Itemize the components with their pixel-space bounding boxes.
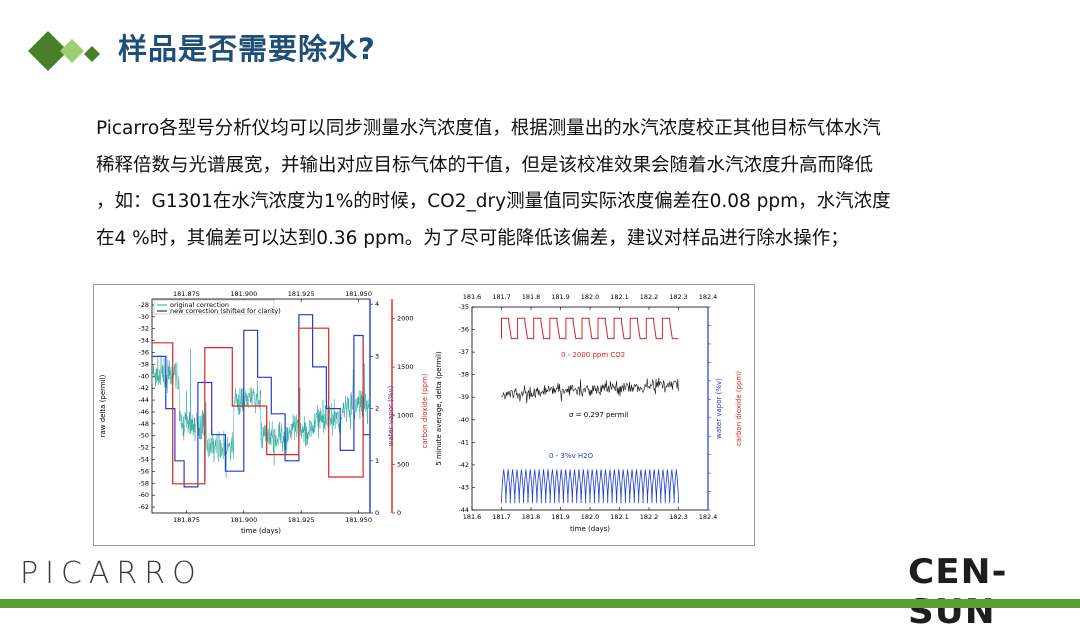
chart2-top-tick-label: 181.9	[551, 293, 570, 301]
figure-svg: -28 -30 -32 -34 -36 -38 -40 -42 -44 -46 -48 -50 -52 -…	[94, 285, 754, 545]
chart1-water-tick-label: 0	[375, 509, 379, 517]
chart1-left-tick-label: -52	[138, 444, 149, 452]
chart2-x-tick-label: 182.1	[610, 513, 629, 521]
chart2-left-tick-label: -41	[458, 438, 469, 446]
chart1-x-tick-label: 181.875	[173, 516, 200, 524]
chart2-top-tick-label: 181.8	[522, 293, 541, 301]
title-diamond-icons	[26, 28, 116, 78]
chart2-co2-axis-label: carbon dioxide (ppm)	[735, 371, 743, 446]
chart2-water-axis-label: water vapor (%v)	[715, 378, 723, 439]
slide-title: 样品是否需要除水?	[118, 26, 376, 68]
chart1-co2-tick-label: 2000	[397, 314, 414, 322]
chart1-left-tick-label: -54	[138, 456, 149, 464]
figure-panel: -28 -30 -32 -34 -36 -38 -40 -42 -44 -46 -48 -50 -52 -…	[93, 284, 755, 546]
chart2-left-tick-label: -39	[458, 393, 469, 401]
paragraph-line: Picarro各型号分析仪均可以同步测量水汽浓度值，根据测量出的水汽浓度校正其他…	[96, 111, 976, 148]
body-paragraph: Picarro各型号分析仪均可以同步测量水汽浓度值，根据测量出的水汽浓度校正其他…	[96, 111, 976, 257]
picarro-logo: PICARRO	[20, 556, 203, 591]
chart1-left-tick-label: -50	[138, 432, 149, 440]
chart1-legend-label: new correction (shifted for clarity)	[170, 307, 281, 315]
chart2-series-delta	[502, 378, 679, 404]
chart2-x-tick-label: 181.7	[492, 513, 511, 521]
chart1-y-axis-label: raw delta (permil)	[99, 374, 107, 437]
chart1-x-tick-label: 181.950	[345, 516, 372, 524]
chart2-series-h2o	[502, 469, 679, 503]
chart1-left-tick-label: -48	[138, 420, 149, 428]
chart1-x-axis-label: time (days)	[241, 527, 281, 535]
chart2-x-tick-label: 181.6	[463, 513, 482, 521]
paragraph-line: ，如：G1301在水汽浓度为1%的时候，CO2_dry测量值同实际浓度偏差在0.…	[96, 184, 976, 221]
chart2-x-tick-label: 182.2	[640, 513, 659, 521]
diamond-small-icon	[84, 46, 100, 62]
chart1-left-tick-label: -58	[138, 479, 149, 487]
chart1-co2-tick-label: 500	[397, 460, 409, 468]
chart1-co2-tick-label: 0	[397, 509, 401, 517]
chart2-x-tick-label: 181.8	[522, 513, 541, 521]
chart2-top-tick-label: 182.4	[699, 293, 718, 301]
chart1-left-tick-label: -30	[138, 313, 149, 321]
chart2-top-tick-label: 181.7	[492, 293, 511, 301]
chart2-x-tick-label: 182.0	[581, 513, 600, 521]
chart1-left-tick-label: -46	[138, 408, 149, 416]
chart1-left-tick-label: -40	[138, 372, 149, 380]
chart1-left-tick-label: -60	[138, 491, 149, 499]
chart1-top-tick-label: 181.875	[173, 290, 200, 298]
chart1-co2-tick-label: 1500	[397, 363, 414, 371]
chart1-left-tick-label: -34	[138, 337, 149, 345]
chart2-top-tick-label: 182.1	[610, 293, 629, 301]
chart1-water-tick-label: 2	[375, 405, 379, 413]
chart2-x-tick-label: 182.4	[699, 513, 718, 521]
chart2-y-axis-label: 5 minute average, delta (permil)	[435, 351, 443, 466]
chart2-left-tick-label: -35	[458, 303, 469, 311]
chart1-water-tick-label: 4	[375, 300, 379, 308]
chart2-top-tick-label: 182.0	[581, 293, 600, 301]
chart2-top-tick-label: 182.3	[669, 293, 688, 301]
chart2-top-tick-label: 181.6	[463, 293, 482, 301]
chart1-left-tick-label: -38	[138, 360, 149, 368]
chart1-left-tick-label: -62	[138, 503, 149, 511]
chart1-left-tick-label: -28	[138, 301, 149, 309]
chart1-left-tick-label: -56	[138, 467, 149, 475]
chart1-left-tick-label: -42	[138, 384, 149, 392]
chart2-top-tick-label: 182.2	[640, 293, 659, 301]
chart1-left-tick-label: -44	[138, 396, 149, 404]
chart1-top-tick-label: 181.925	[288, 290, 315, 298]
chart2-annotation-h2o: 0 - 3%v H2O	[549, 452, 594, 460]
chart1-left-tick-label: -36	[138, 349, 149, 357]
chart2-x-tick-label: 182.3	[669, 513, 688, 521]
diamond-light-icon	[60, 39, 84, 63]
chart1-x-tick-label: 181.900	[230, 516, 257, 524]
chart2-left-tick-label: -36	[458, 326, 469, 334]
chart1-left-tick-label: -32	[138, 325, 149, 333]
bottom-accent-bar	[0, 599, 1080, 608]
chart1-co2-axis-label: carbon dioxide (ppm)	[421, 373, 429, 448]
chart2-left-tick-label: -42	[458, 461, 469, 469]
chart2-x-tick-label: 181.9	[551, 513, 570, 521]
chart1-co2-tick-label: 1000	[397, 412, 414, 420]
chart2-series-co2	[502, 318, 679, 338]
chart1-water-tick-label: 1	[375, 457, 379, 465]
chart1-x-tick-label: 181.925	[288, 516, 315, 524]
chart2-left-tick-label: -43	[458, 483, 469, 491]
chart1-top-tick-label: 181.950	[345, 290, 372, 298]
paragraph-line: 稀释倍数与光谱展宽，并输出对应目标气体的干值，但是该校准效果会随着水汽浓度升高而…	[96, 148, 976, 185]
censun-logo: CEN-SUN	[908, 552, 1080, 632]
chart2-left-tick-label: -40	[458, 416, 469, 424]
paragraph-line: 在4 %时，其偏差可以达到0.36 ppm。为了尽可能降低该偏差，建议对样品进行…	[96, 221, 976, 258]
chart2-annotation-co2: 0 - 2000 ppm CO2	[561, 351, 625, 359]
chart1-water-tick-label: 3	[375, 352, 379, 360]
chart2-x-axis-label: time (days)	[570, 525, 610, 533]
chart2-left-tick-label: -38	[458, 371, 469, 379]
chart2-annotation-sigma: σ = 0.297 permil	[569, 411, 628, 419]
chart1-top-tick-label: 181.900	[230, 290, 257, 298]
chart2-left-tick-label: -37	[458, 348, 469, 356]
